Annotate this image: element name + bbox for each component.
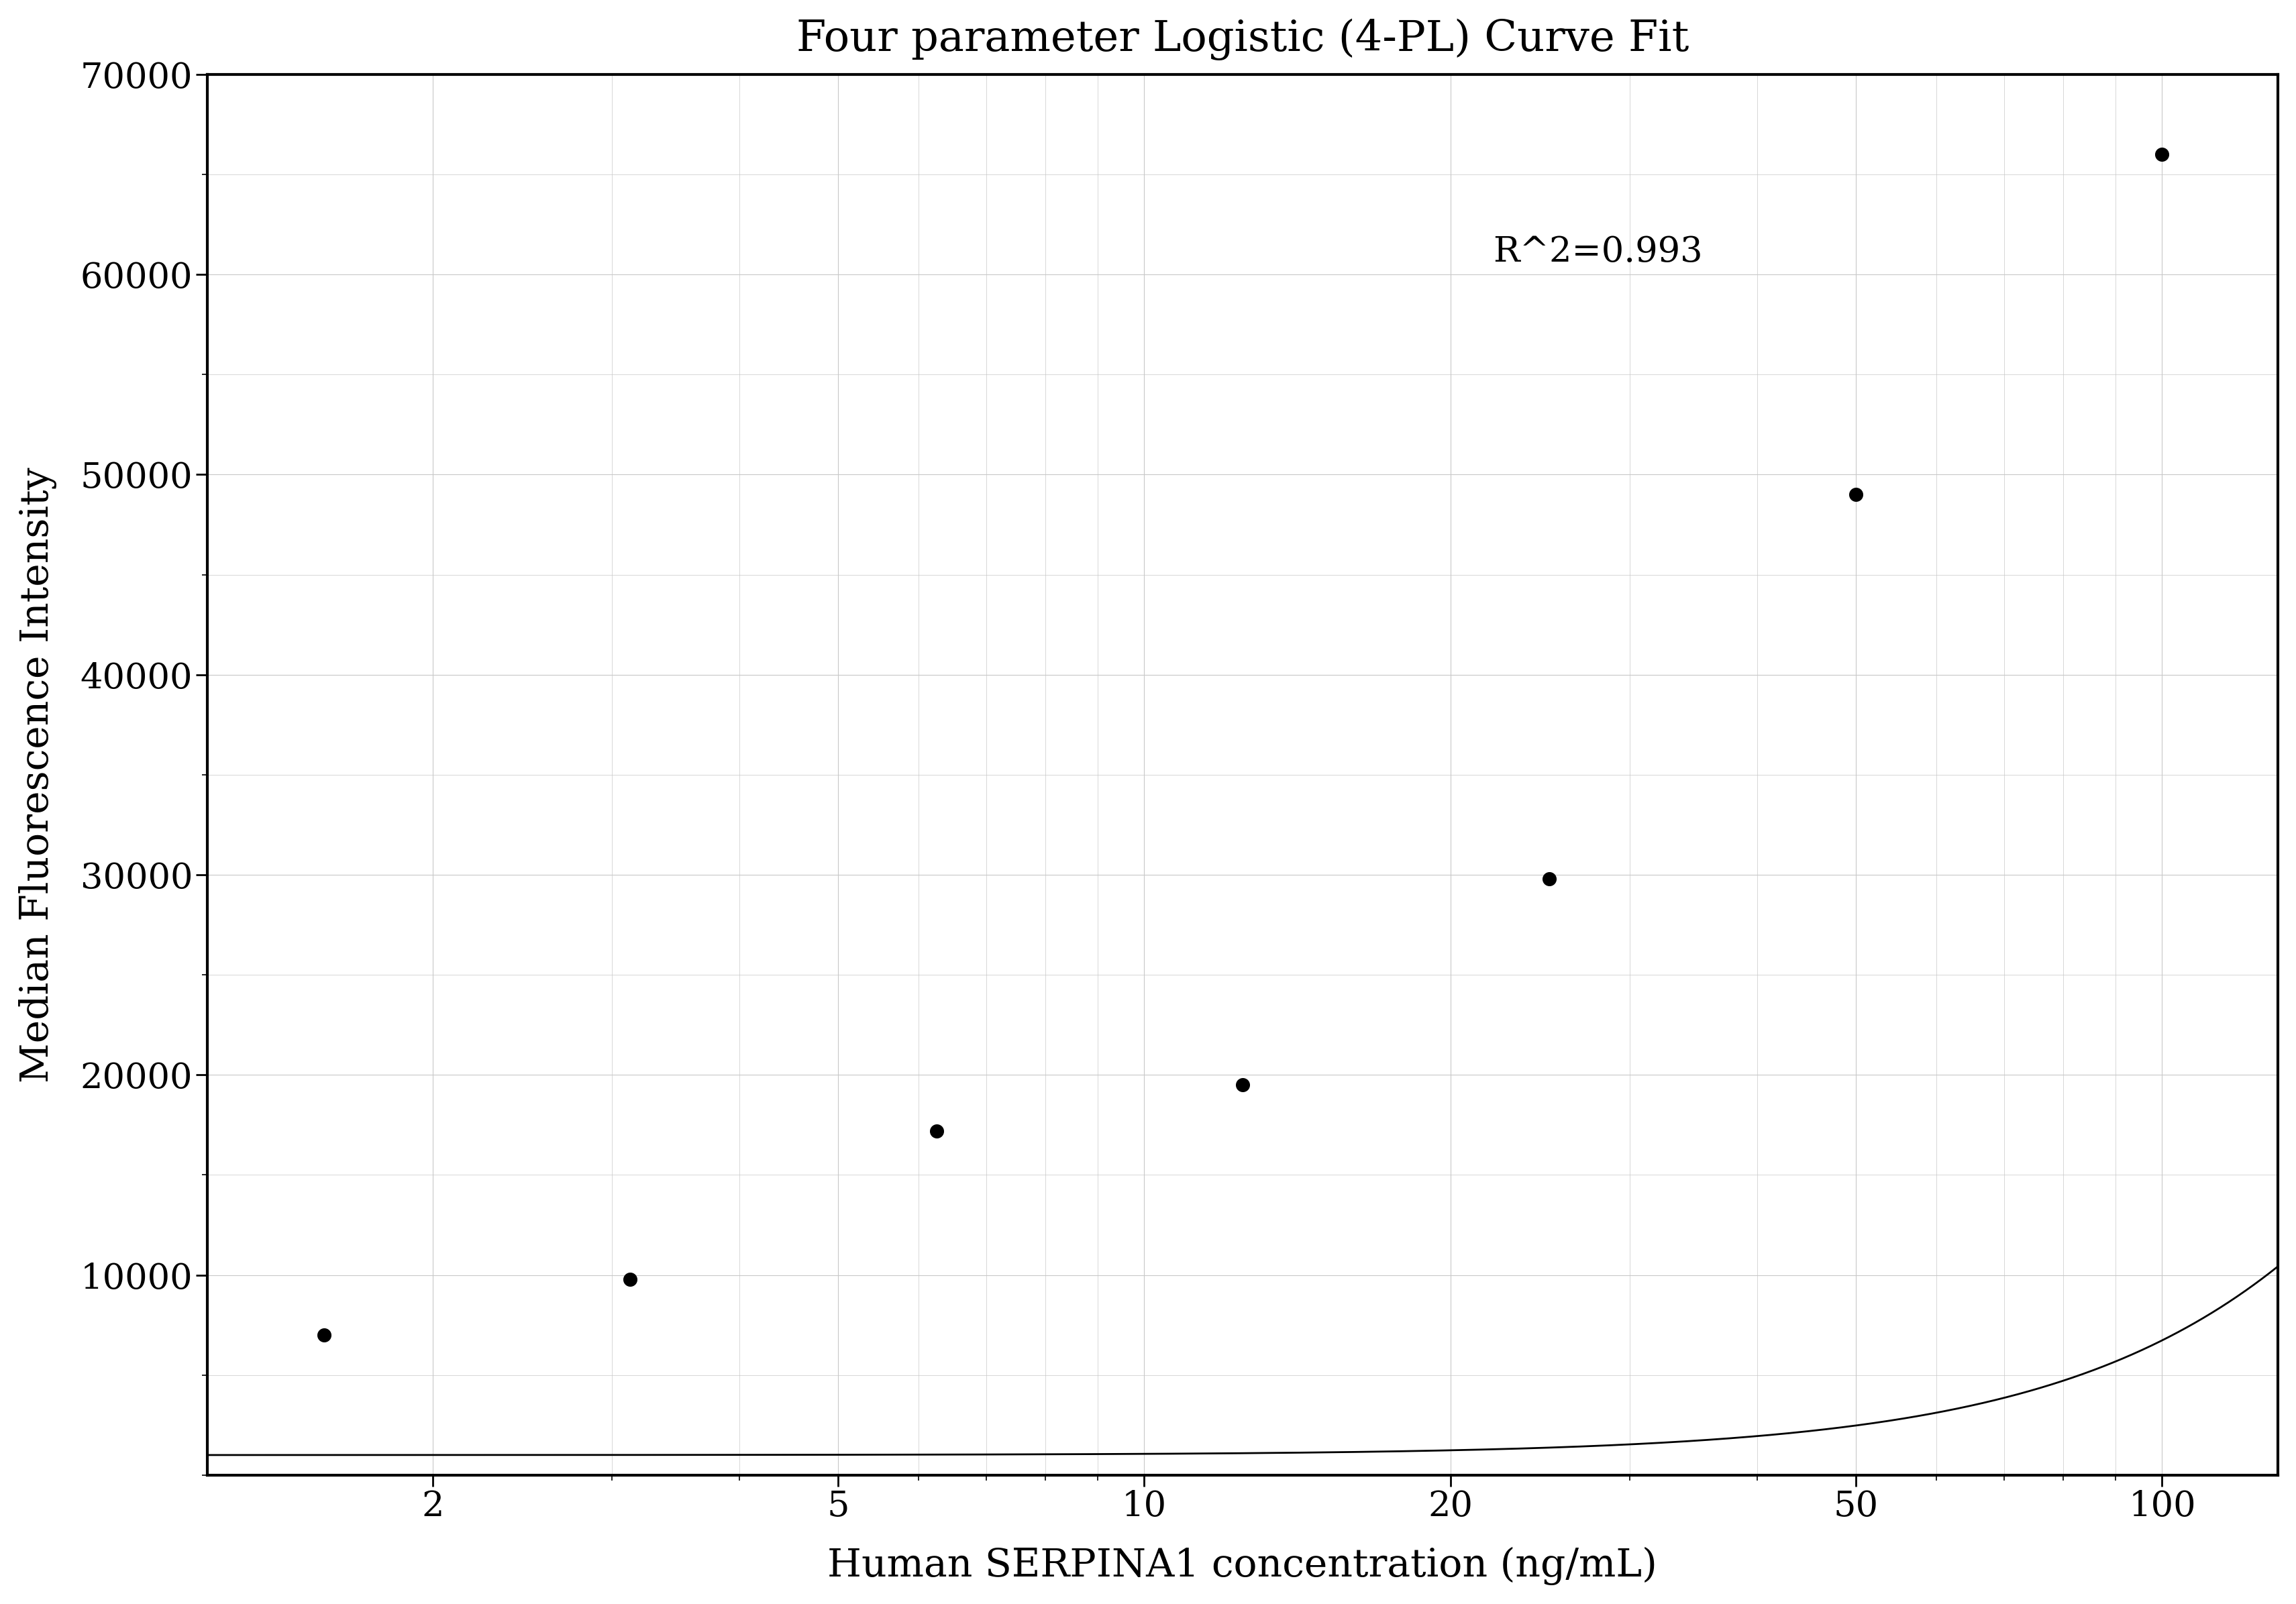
Point	[1837, 481, 1874, 507]
X-axis label: Human SERPINA1 concentration (ng/mL): Human SERPINA1 concentration (ng/mL)	[827, 1546, 1658, 1585]
Point	[1531, 866, 1568, 892]
Point	[611, 1266, 647, 1291]
Point	[2142, 141, 2179, 167]
Point	[1224, 1071, 1261, 1097]
Point	[305, 1322, 342, 1347]
Point	[918, 1118, 955, 1144]
Y-axis label: Median Fluorescence Intensity: Median Fluorescence Intensity	[18, 467, 57, 1083]
Text: R^2=0.993: R^2=0.993	[1492, 234, 1701, 269]
Title: Four parameter Logistic (4-PL) Curve Fit: Four parameter Logistic (4-PL) Curve Fit	[797, 19, 1688, 61]
